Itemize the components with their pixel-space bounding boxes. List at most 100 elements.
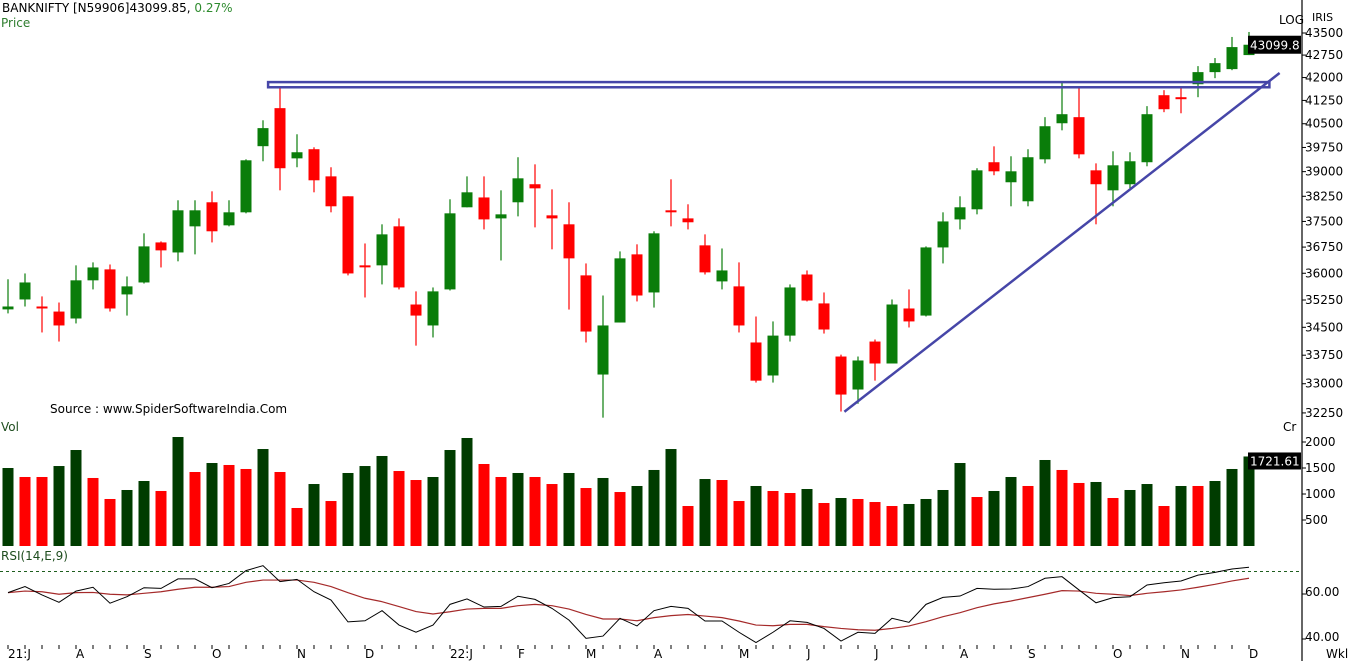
candle — [274, 86, 286, 191]
volume-bar — [223, 464, 235, 546]
price-tick-label: 35250 — [1305, 293, 1343, 307]
candle — [36, 296, 48, 333]
volume-bar — [1226, 468, 1238, 546]
candle — [461, 176, 473, 208]
candle-body — [1056, 114, 1068, 124]
candle — [427, 287, 439, 338]
candle — [342, 196, 354, 276]
candle — [257, 120, 269, 162]
price-tick-label: 36750 — [1305, 240, 1343, 254]
volume-bar — [614, 492, 626, 546]
candle — [954, 196, 966, 230]
volume-bar — [495, 476, 507, 546]
candle-body — [529, 184, 541, 189]
candle-body — [359, 265, 371, 268]
candle-body — [903, 308, 915, 322]
volume-bar — [359, 466, 371, 546]
candle-body — [614, 258, 626, 323]
candle-body — [121, 286, 133, 295]
volume-bar — [393, 471, 405, 546]
log-scale-toggle[interactable]: LOG — [1279, 13, 1305, 27]
candle-body — [308, 149, 320, 181]
candle — [325, 167, 337, 213]
candle-body — [444, 213, 456, 290]
candle-body — [240, 160, 252, 213]
x-axis-month-label: 21:J — [8, 647, 31, 661]
candle — [648, 231, 660, 308]
x-axis-month-label: D — [365, 647, 374, 661]
candle-body — [1022, 157, 1034, 202]
candle-body — [478, 197, 490, 220]
candle-body — [665, 210, 677, 213]
x-axis-month-label: M — [586, 647, 596, 661]
candle — [886, 299, 898, 364]
candle-body — [971, 170, 983, 210]
price-tick-label: 43500 — [1305, 26, 1343, 40]
volume-bar — [784, 493, 796, 546]
volume-bar — [189, 472, 201, 546]
candle — [614, 251, 626, 323]
last-price-label: 43099.8 — [1250, 39, 1300, 53]
candle — [767, 321, 779, 383]
candle-body — [1209, 63, 1221, 73]
volume-unit-label: Cr — [1283, 420, 1297, 434]
candle-body — [920, 247, 932, 316]
candle — [206, 191, 218, 243]
volume-bar — [19, 476, 31, 546]
volume-bar — [1039, 459, 1051, 546]
volume-bar — [546, 484, 558, 546]
volume-bar — [903, 503, 915, 546]
volume-bar — [1141, 484, 1153, 546]
candle-body — [427, 291, 439, 326]
candle-body — [1073, 117, 1085, 155]
volume-bar — [971, 497, 983, 546]
x-axis-month-label: S — [1028, 647, 1036, 661]
candle — [138, 233, 150, 284]
volume-bar — [835, 498, 847, 546]
period-label[interactable]: Wkl — [1326, 647, 1349, 661]
candle — [1005, 156, 1017, 207]
candle-body — [461, 192, 473, 208]
volume-bar — [1209, 481, 1221, 546]
volume-bar — [699, 479, 711, 546]
price-tick-label: 34500 — [1305, 320, 1343, 334]
candle — [597, 295, 609, 418]
volume-bar — [291, 507, 303, 546]
candle — [87, 262, 99, 290]
candle — [1022, 149, 1034, 207]
last-volume-label: 1721.61 — [1250, 454, 1300, 468]
price-panel-label: Price — [1, 16, 31, 30]
candle — [1158, 90, 1170, 113]
x-axis-month-label: S — [144, 647, 152, 661]
volume-bar — [1192, 485, 1204, 546]
volume-bar — [121, 489, 133, 546]
volume-bar — [1005, 476, 1017, 546]
volume-bar — [563, 472, 575, 546]
volume-bar — [427, 476, 439, 546]
candle-body — [733, 286, 745, 326]
volume-bar — [1124, 489, 1136, 546]
volume-bar — [206, 463, 218, 546]
candle-body — [155, 242, 167, 251]
candle-body — [767, 335, 779, 376]
candle-body — [852, 360, 864, 390]
candle-body — [546, 215, 558, 219]
candle-body — [784, 287, 796, 336]
volume-bar — [801, 489, 813, 546]
volume-bar — [172, 437, 184, 546]
candle — [240, 159, 252, 214]
volume-bar — [580, 488, 592, 546]
candle — [308, 147, 320, 193]
volume-bar — [716, 480, 728, 546]
candle-body — [138, 246, 150, 283]
candle — [920, 246, 932, 317]
volume-bar — [1107, 498, 1119, 546]
candle-body — [70, 280, 82, 319]
candle-body — [53, 311, 65, 326]
rsi-tick-label: 60.00 — [1305, 585, 1339, 599]
candle — [444, 199, 456, 291]
volume-bar — [682, 506, 694, 546]
volume-tick-label: 500 — [1305, 513, 1328, 527]
candle-body — [104, 269, 116, 309]
